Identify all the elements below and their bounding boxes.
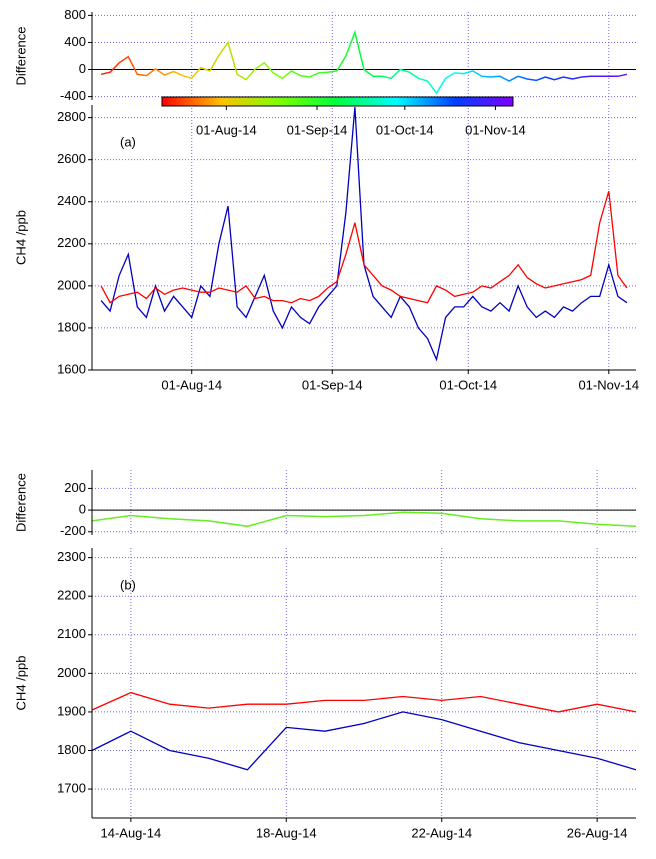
y-tick-label: 800 <box>64 7 86 22</box>
y-tick-label: 2400 <box>57 193 86 208</box>
colorbar-label: 01-Aug-14 <box>196 122 257 137</box>
x-tick-label: 01-Aug-14 <box>161 377 222 392</box>
difference-line <box>100 29 628 95</box>
panel-label: (a) <box>120 134 136 149</box>
x-tick-label: 22-Aug-14 <box>411 825 472 840</box>
x-tick-label: 26-Aug-14 <box>567 825 628 840</box>
y-tick-label: 2200 <box>57 235 86 250</box>
y-tick-label: 2000 <box>57 665 86 680</box>
y-axis-label: Difference <box>13 26 28 85</box>
colorbar <box>161 96 514 107</box>
y-tick-label: 400 <box>64 34 86 49</box>
x-tick-label: 01-Nov-14 <box>578 377 639 392</box>
x-tick-label: 18-Aug-14 <box>256 825 317 840</box>
y-tick-label: 1800 <box>57 742 86 757</box>
y-tick-label: -400 <box>60 88 86 103</box>
series-line <box>100 191 628 304</box>
y-tick-label: -200 <box>60 523 86 538</box>
series-line <box>91 711 637 771</box>
panel-label: (b) <box>120 577 136 592</box>
y-tick-label: 0 <box>79 502 86 517</box>
y-tick-label: 2200 <box>57 588 86 603</box>
colorbar-label: 01-Nov-14 <box>465 122 526 137</box>
y-tick-label: 2800 <box>57 109 86 124</box>
y-tick-label: 2300 <box>57 549 86 564</box>
x-tick-label: 01-Oct-14 <box>439 377 497 392</box>
x-tick-label: 14-Aug-14 <box>100 825 161 840</box>
y-tick-label: 1700 <box>57 781 86 796</box>
y-axis-label: CH4 /ppb <box>13 656 28 711</box>
y-tick-label: 1600 <box>57 361 86 376</box>
y-tick-label: 0 <box>79 61 86 76</box>
colorbar-label: 01-Sep-14 <box>287 122 348 137</box>
series-line <box>91 691 637 713</box>
x-tick-label: 01-Sep-14 <box>302 377 363 392</box>
y-tick-label: 1900 <box>57 703 86 718</box>
series-line <box>100 107 628 362</box>
y-tick-label: 2600 <box>57 151 86 166</box>
y-axis-label: CH4 /ppb <box>13 210 28 265</box>
y-tick-label: 200 <box>64 480 86 495</box>
difference-line <box>91 511 637 528</box>
y-tick-label: 2000 <box>57 277 86 292</box>
colorbar-label: 01-Oct-14 <box>376 122 434 137</box>
y-tick-label: 1800 <box>57 319 86 334</box>
y-axis-label: Difference <box>13 473 28 532</box>
y-tick-label: 2100 <box>57 626 86 641</box>
